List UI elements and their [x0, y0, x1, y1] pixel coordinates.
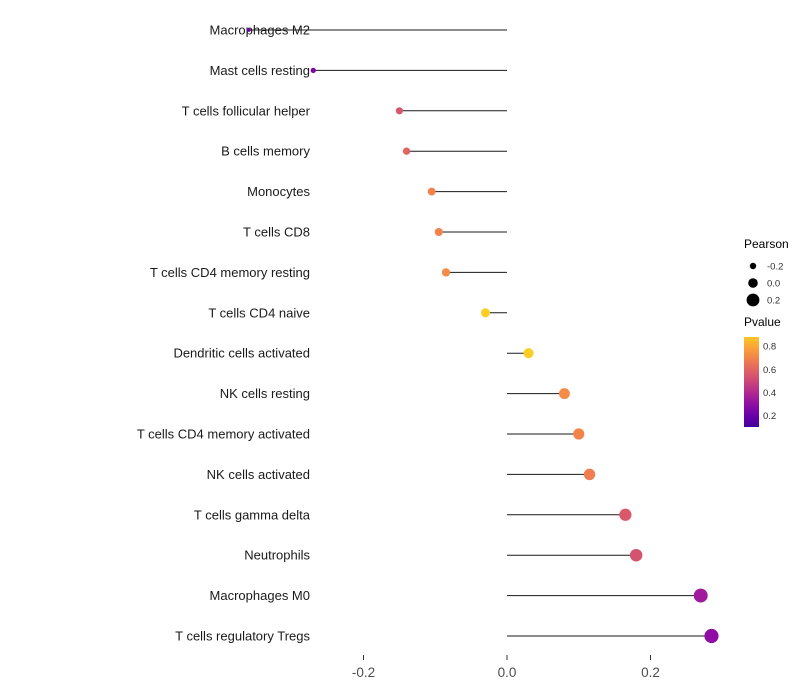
lollipop-dot — [558, 388, 570, 400]
category-label: NK cells resting — [220, 386, 310, 401]
lollipop-dot — [402, 147, 411, 155]
color-legend-label: 0.8 — [763, 342, 776, 353]
category-label: B cells memory — [221, 144, 310, 159]
x-tick-label: -0.2 — [352, 665, 375, 680]
color-legend-label: 0.6 — [763, 365, 776, 376]
category-label: Mast cells resting — [210, 63, 310, 78]
lollipop-dot — [480, 308, 491, 318]
category-label: T cells CD4 naive — [208, 305, 310, 320]
category-label: T cells follicular helper — [182, 103, 311, 118]
category-label: T cells CD4 memory activated — [137, 427, 310, 442]
category-label: Monocytes — [247, 184, 310, 199]
lollipop-dot — [619, 508, 632, 521]
lollipop-dot — [441, 268, 451, 277]
category-label: NK cells activated — [207, 467, 310, 482]
color-legend-label: 0.4 — [763, 388, 776, 399]
size-legend-dot — [746, 293, 760, 307]
lollipop-dot — [523, 348, 534, 359]
category-label: Dendritic cells activated — [173, 346, 310, 361]
size-legend-dot — [749, 262, 757, 270]
lollipop-dot — [693, 588, 708, 603]
lollipop-dot — [246, 28, 251, 32]
lollipop-dot — [629, 548, 643, 562]
lollipop-dot — [395, 107, 403, 115]
lollipop-dot — [427, 187, 436, 196]
color-legend-bar — [744, 337, 759, 427]
x-tick-label: 0.0 — [498, 665, 517, 680]
lollipop-dot — [573, 428, 585, 440]
color-legend-label: 0.2 — [763, 411, 776, 422]
size-legend-label: 0.0 — [767, 279, 780, 290]
category-label: T cells CD4 memory resting — [150, 265, 310, 280]
category-label: Macrophages M0 — [210, 588, 310, 603]
lollipop-dot — [310, 67, 316, 74]
size-legend-label: -0.2 — [767, 262, 783, 273]
category-label: T cells CD8 — [243, 225, 310, 240]
category-label: T cells regulatory Tregs — [175, 629, 310, 644]
size-legend-label: 0.2 — [767, 296, 780, 307]
lollipop-dot — [583, 468, 596, 481]
x-tick-label: 0.2 — [641, 665, 660, 680]
category-label: Neutrophils — [244, 548, 310, 563]
size-legend-title: Pearson — [744, 237, 789, 251]
lollipop-dot — [434, 227, 443, 237]
color-legend-title: Pvalue — [744, 315, 781, 329]
category-label: T cells gamma delta — [194, 507, 311, 522]
lollipop-dot — [704, 628, 719, 644]
size-legend-dot — [748, 278, 758, 288]
